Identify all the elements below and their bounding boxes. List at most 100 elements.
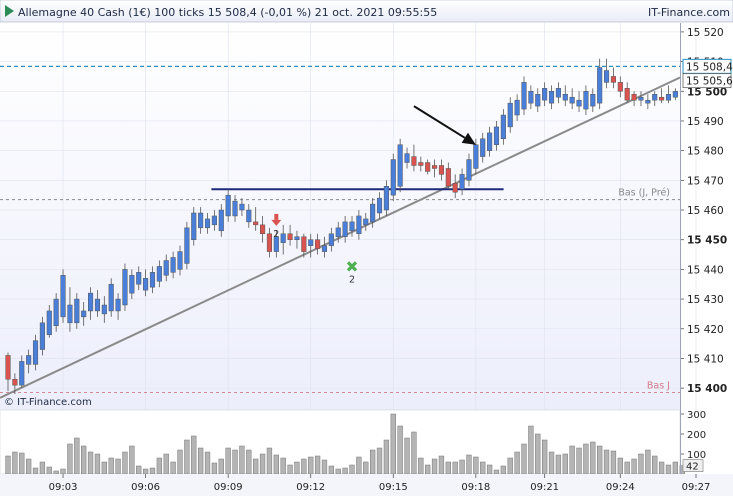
- candle: [583, 85, 589, 116]
- candle: [418, 156, 424, 172]
- candle: [253, 207, 259, 231]
- candle-body: [94, 298, 100, 312]
- candle-body: [390, 159, 396, 196]
- candle: [129, 269, 135, 300]
- candle-body: [5, 355, 11, 380]
- volume-bar: [631, 458, 637, 475]
- volume-bar: [617, 457, 623, 475]
- candle-body: [562, 93, 568, 101]
- candle: [136, 266, 142, 291]
- volume-bar: [397, 425, 403, 475]
- candle: [60, 269, 66, 323]
- candle-body: [624, 88, 630, 101]
- volume-bar: [232, 449, 238, 475]
- volume-bar: [507, 457, 513, 475]
- time-axis-bg: [0, 474, 733, 496]
- time-tick-label: 09:15: [379, 482, 408, 493]
- candle: [204, 212, 211, 234]
- candle-body: [652, 93, 658, 101]
- main-grid: [0, 23, 697, 410]
- candle-body: [143, 278, 149, 291]
- volume-tick-label: 200: [687, 430, 706, 441]
- header-bar: [0, 0, 733, 23]
- candle: [301, 233, 307, 258]
- volume-bar: [328, 465, 335, 475]
- cross-stroke: [346, 261, 358, 272]
- candle: [604, 58, 610, 89]
- candle-body: [555, 88, 561, 98]
- volume-bar: [25, 458, 32, 475]
- volume-bar: [39, 461, 46, 475]
- candle-body: [26, 355, 32, 365]
- secondary-price-tag-label: 15 505,6: [686, 76, 733, 88]
- candle-body: [218, 209, 224, 232]
- candle: [260, 215, 266, 243]
- candle-body: [473, 144, 479, 169]
- candle: [542, 82, 548, 107]
- candle: [266, 227, 272, 258]
- candle-body: [432, 165, 438, 169]
- candle-body: [493, 126, 500, 145]
- candle-body: [583, 91, 589, 110]
- price-tick-label: 15 470: [687, 175, 724, 187]
- volume-bar: [583, 443, 589, 475]
- candle-body: [672, 91, 678, 98]
- candle: [548, 85, 555, 110]
- candle: [246, 204, 252, 228]
- candle-body: [225, 194, 231, 217]
- volume-bar: [665, 464, 672, 475]
- candle: [53, 293, 59, 332]
- volume-bar: [356, 456, 362, 475]
- volume-bar: [266, 447, 273, 475]
- time-tick-label: 09:27: [682, 482, 711, 493]
- volume-bar: [87, 451, 94, 475]
- candle: [349, 215, 355, 237]
- candle: [122, 263, 128, 311]
- candle-body: [191, 212, 197, 240]
- candle: [480, 132, 486, 163]
- price-tick-label: 15 400: [687, 383, 727, 395]
- volume-bar: [555, 454, 562, 475]
- volume-bar: [335, 468, 341, 475]
- candle-body: [74, 298, 80, 324]
- down-arrow-icon: [271, 213, 282, 226]
- volume-bar: [528, 425, 534, 475]
- low-prev-label: Bas (J, Pré): [618, 188, 670, 199]
- brand-icon: [5, 5, 14, 17]
- candle: [143, 269, 149, 297]
- candle-body: [136, 272, 142, 285]
- candle-body: [425, 162, 431, 172]
- price-tick-label: 15 480: [687, 146, 724, 158]
- candle-body: [321, 245, 328, 252]
- volume-bar: [94, 453, 101, 475]
- annotations-layer: 22: [271, 105, 476, 285]
- candle: [294, 230, 300, 249]
- volume-bar: [349, 464, 355, 475]
- time-tick-label: 09:12: [296, 482, 325, 493]
- volume-bar: [101, 461, 107, 475]
- candle-body: [253, 221, 259, 226]
- volume-bar: [514, 451, 520, 475]
- volume-bar: [569, 445, 575, 475]
- volume-bar: [500, 465, 507, 475]
- candle: [46, 305, 52, 338]
- arrow-shaft: [413, 105, 466, 139]
- candle: [459, 168, 465, 196]
- candle-body: [39, 322, 45, 350]
- volume-bar: [438, 455, 445, 475]
- candle-body: [590, 93, 596, 107]
- candle-body: [466, 159, 472, 181]
- candle: [425, 159, 431, 175]
- candle-body: [101, 304, 107, 315]
- volume-bar: [108, 457, 114, 475]
- support-trendline: [0, 76, 681, 399]
- candle: [308, 233, 314, 258]
- volume-bar: [163, 453, 169, 475]
- candle: [645, 94, 651, 110]
- candle: [535, 88, 541, 113]
- volume-bar: [493, 469, 500, 475]
- volume-bar: [81, 445, 87, 475]
- volume-bar: [177, 449, 183, 475]
